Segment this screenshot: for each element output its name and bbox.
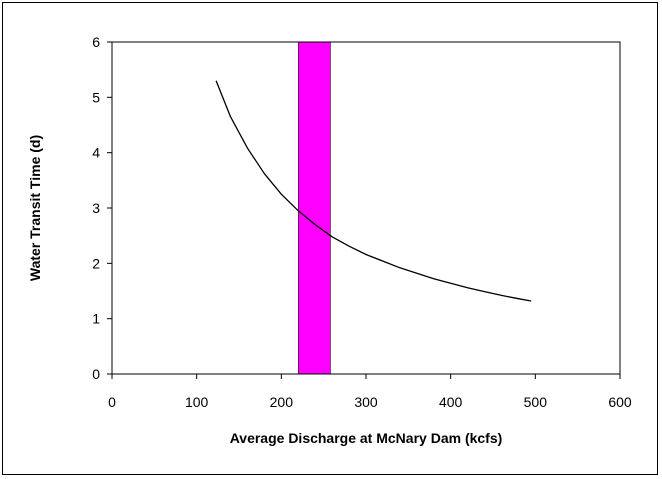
y-tick-label: 3: [92, 200, 100, 216]
tick-layer: 0 100 200 300 400 500 600 0 1 2 3 4 5 6: [92, 34, 632, 410]
y-axis-title: Water Transit Time (d): [27, 135, 43, 281]
y-tick-label: 4: [92, 145, 100, 161]
x-tick-label: 600: [608, 394, 632, 410]
x-tick-label: 500: [524, 394, 548, 410]
y-tick-label: 6: [92, 34, 100, 50]
highlight-band-layer: [298, 41, 331, 375]
x-tick-label: 100: [185, 394, 209, 410]
x-tick-label: 0: [108, 394, 116, 410]
x-tick-label: 300: [354, 394, 378, 410]
highlight-band: [298, 41, 331, 375]
plot-area: [111, 41, 621, 375]
x-axis-title: Average Discharge at McNary Dam (kcfs): [230, 430, 503, 446]
y-tick-label: 1: [92, 311, 100, 327]
x-tick-label: 400: [439, 394, 463, 410]
y-tick-label: 2: [92, 255, 100, 271]
y-tick-label: 5: [92, 89, 100, 105]
series-layer: [215, 80, 532, 302]
x-tick-label: 200: [270, 394, 294, 410]
y-tick-label: 0: [92, 366, 100, 382]
series-line: [215, 80, 532, 302]
